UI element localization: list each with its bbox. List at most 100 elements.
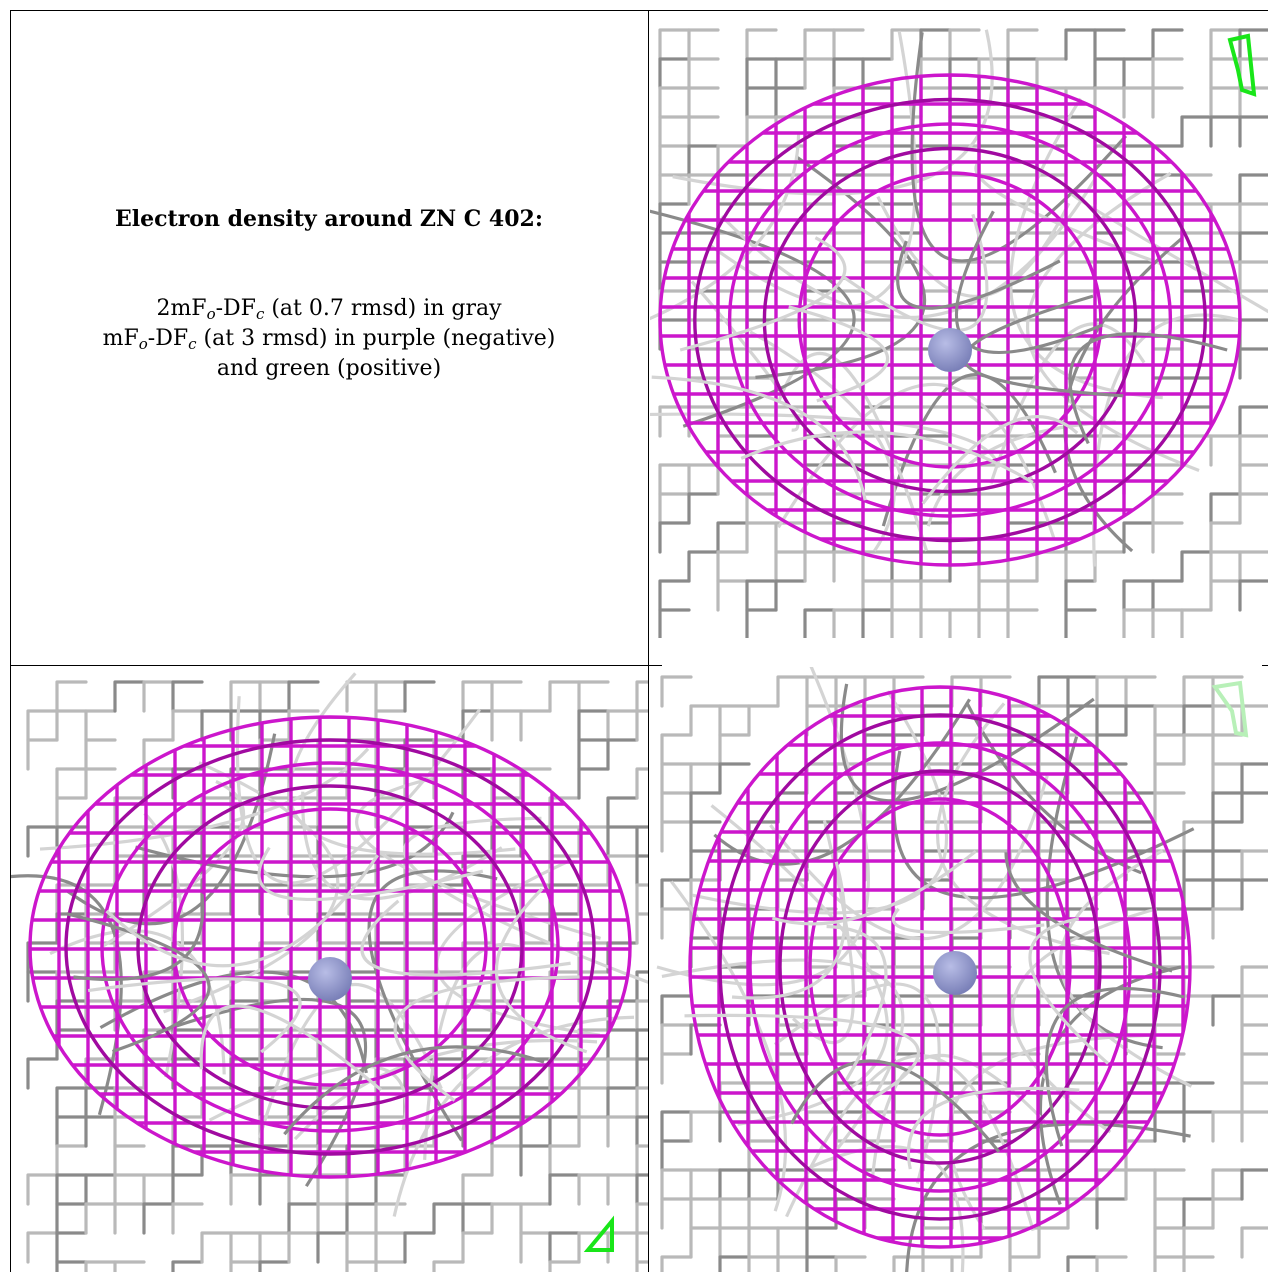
gray-mesh-cell xyxy=(745,28,778,61)
gray-mesh-cell xyxy=(548,1231,581,1264)
gray-mesh-cell xyxy=(1182,704,1215,737)
gray-mesh-cell xyxy=(461,1231,494,1264)
caption-line-gray: 2mFo-DFc (at 0.7 rmsd) in gray xyxy=(156,296,502,323)
gray-mesh-cell xyxy=(258,1173,291,1206)
gray-mesh-cell xyxy=(890,550,923,583)
purple-mesh-contour xyxy=(136,784,524,1110)
gray-mesh-cell xyxy=(1182,1255,1215,1272)
green-mesh xyxy=(1227,33,1257,97)
density-mesh-bottom-right xyxy=(656,667,1268,1272)
gray-mesh-arc xyxy=(105,854,379,968)
gray-mesh-cell xyxy=(745,57,778,90)
gray-mesh-cell xyxy=(1122,579,1155,612)
gray-mesh-cell xyxy=(716,579,749,612)
gray-mesh-cell xyxy=(745,521,778,554)
gray-mesh-cell xyxy=(660,1110,693,1143)
gray-mesh-cell xyxy=(55,1260,88,1272)
gray-mesh-cell xyxy=(832,57,865,90)
gray-mesh-cell xyxy=(832,608,865,638)
gray-mesh-cell xyxy=(1153,762,1186,795)
gray-mesh-arc xyxy=(235,696,481,885)
zinc-atom xyxy=(308,957,352,1001)
purple-mesh-contour xyxy=(762,146,1138,494)
gray-mesh-cell xyxy=(658,231,691,264)
gray-mesh-cell xyxy=(171,1173,204,1206)
gray-mesh-cell xyxy=(834,675,867,708)
gray-mesh-arc xyxy=(710,804,889,1126)
gray-mesh-cell xyxy=(1122,608,1155,638)
gray-mesh-cell xyxy=(519,1144,552,1177)
gray-mesh-cell xyxy=(55,767,88,800)
purple-mesh-contour xyxy=(778,769,1102,1165)
gray-mesh-cell xyxy=(977,579,1010,612)
gray-mesh-cell xyxy=(84,1260,117,1272)
gray-mesh-cell xyxy=(1180,608,1213,638)
gray-mesh-cell xyxy=(345,680,378,713)
gray-mesh-cell xyxy=(1240,791,1268,824)
gray-mesh-cell xyxy=(832,28,865,61)
purple-mesh-contour xyxy=(100,761,560,1133)
gray-mesh-cell xyxy=(635,1028,648,1061)
gray-mesh-cell xyxy=(606,1173,639,1206)
gray-mesh-cell xyxy=(979,994,1012,1027)
gray-mesh-cell xyxy=(774,57,807,90)
purple-mesh-contour xyxy=(693,97,1207,543)
zinc-atom-sphere xyxy=(933,951,977,995)
gray-mesh-cell xyxy=(1240,878,1268,911)
gray-mesh-cell xyxy=(1211,1197,1244,1230)
gray-mesh-cell xyxy=(658,173,691,206)
gray-mesh-cell xyxy=(229,1173,262,1206)
gray-mesh-cell xyxy=(606,796,639,829)
gray-mesh-cell xyxy=(1180,550,1213,583)
gray-mesh-arc xyxy=(792,820,856,1045)
gray-mesh-arc xyxy=(896,240,1061,310)
gray-mesh-cell xyxy=(635,999,648,1032)
gray-mesh-cell xyxy=(606,825,639,858)
gray-mesh-cell xyxy=(55,796,88,829)
gray-mesh-cell xyxy=(747,1168,780,1201)
gray-mesh-cell xyxy=(1066,1139,1099,1172)
gray-mesh-cell xyxy=(1238,579,1268,612)
gray-mesh-arc xyxy=(731,861,847,1000)
gray-mesh-cell xyxy=(1182,878,1215,911)
gray-mesh-arc xyxy=(1059,849,1193,1088)
gray-mesh-arc xyxy=(788,305,890,403)
gray-mesh-cell xyxy=(606,1086,639,1119)
gray-mesh-cell xyxy=(689,1110,722,1143)
gray-mesh-cell xyxy=(1095,762,1128,795)
gray-mesh-arc xyxy=(156,997,368,1188)
gray-mesh-cell xyxy=(432,1202,465,1235)
gray-mesh-arc xyxy=(1068,332,1228,445)
gray-mesh-cell xyxy=(658,202,691,235)
gray-mesh-cell xyxy=(84,738,117,771)
gray-mesh-cell xyxy=(1006,28,1039,61)
gray-mesh-arc xyxy=(842,213,989,333)
gray-mesh-cell xyxy=(1035,57,1068,90)
gray-mesh-cell xyxy=(287,1231,320,1264)
purple-mesh-contour xyxy=(748,741,1132,1193)
gray-mesh-arc xyxy=(769,775,1049,941)
gray-mesh-cell xyxy=(658,144,691,177)
gray-mesh-cell xyxy=(142,1202,175,1235)
gray-mesh-cell xyxy=(1211,994,1244,1027)
gray-mesh-cell xyxy=(689,704,722,737)
gray-mesh-arc xyxy=(826,924,888,1081)
gray-mesh-cell xyxy=(577,680,610,713)
gray-mesh-cell xyxy=(432,1260,465,1272)
gray-mesh-cell xyxy=(1035,550,1068,583)
gray-mesh-cell xyxy=(660,1255,693,1272)
gray-mesh-cell xyxy=(113,1144,146,1177)
gray-mesh-cell xyxy=(832,550,865,583)
gray-mesh-arc xyxy=(684,1013,920,1103)
gray-mesh-arc xyxy=(670,880,788,1212)
gray-mesh-cell xyxy=(1182,820,1215,853)
gray-mesh-arc xyxy=(974,161,1161,265)
gray-mesh-cell xyxy=(461,1202,494,1235)
gray-mesh-cell xyxy=(660,1197,693,1230)
gray-mesh-cell xyxy=(55,1231,88,1264)
gray-mesh-cell xyxy=(577,1115,610,1148)
gray-mesh-cell xyxy=(977,608,1010,638)
gray-mesh-cell xyxy=(687,86,720,119)
gray-mesh-cell xyxy=(229,1260,262,1272)
gray-mesh-cell xyxy=(1095,1255,1128,1272)
